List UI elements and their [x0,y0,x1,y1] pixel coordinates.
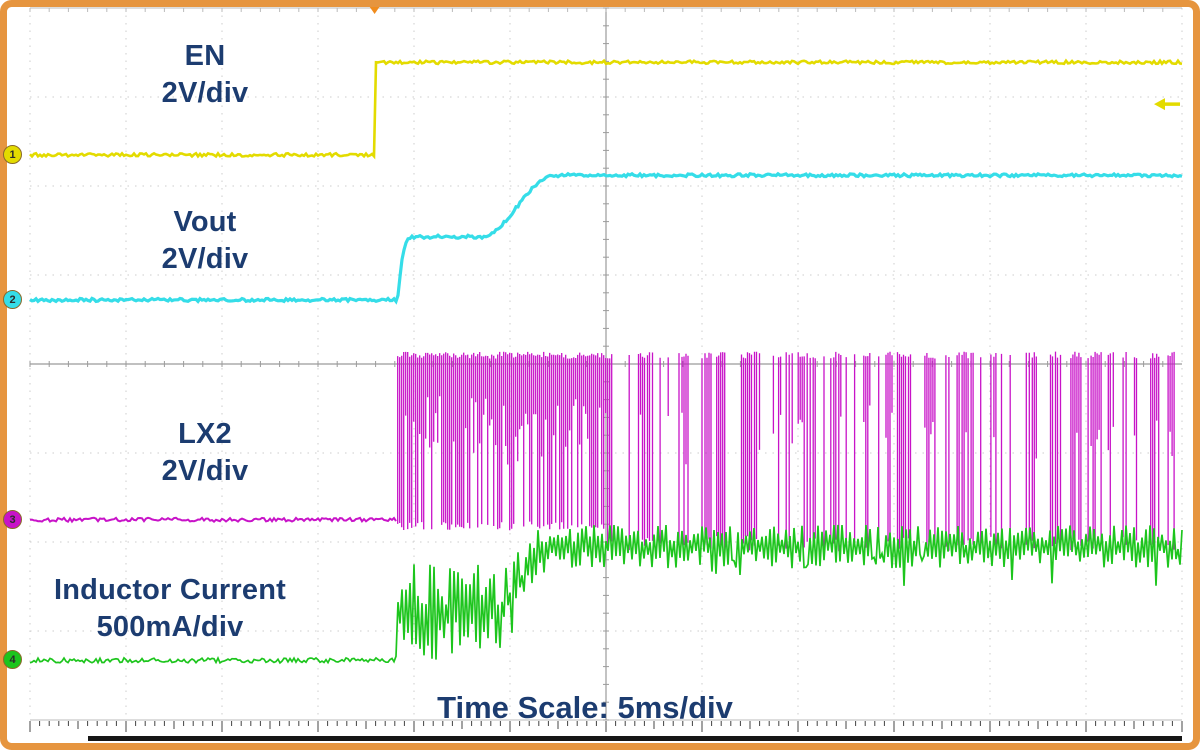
channel-label-lx2: LX2 2V/div [105,416,305,490]
channel-scale-en: 2V/div [161,77,249,109]
channel-marker-4: 4 [3,650,22,670]
channel-scale-inductor-current: 500mA/div [96,611,244,643]
channel-label-vout: Vout 2V/div [105,204,305,278]
channel-scale-vout: 2V/div [161,243,249,275]
trigger-level-arrow-icon [1154,98,1165,111]
channel-marker-3: 3 [3,509,22,529]
channel-name-en: EN [184,40,226,72]
channel-label-inductor-current: Inductor Current 500mA/div [30,572,310,646]
time-scale-label: Time Scale: 5ms/div [437,690,733,725]
channel-name-inductor-current: Inductor Current [54,574,286,606]
channel-marker-1: 1 [3,144,22,164]
channel-label-en: EN 2V/div [105,38,305,112]
channel-marker-2: 2 [3,289,22,309]
channel-scale-lx2: 2V/div [161,455,249,487]
channel-name-lx2: LX2 [178,418,232,450]
channel-name-vout: Vout [173,206,237,238]
